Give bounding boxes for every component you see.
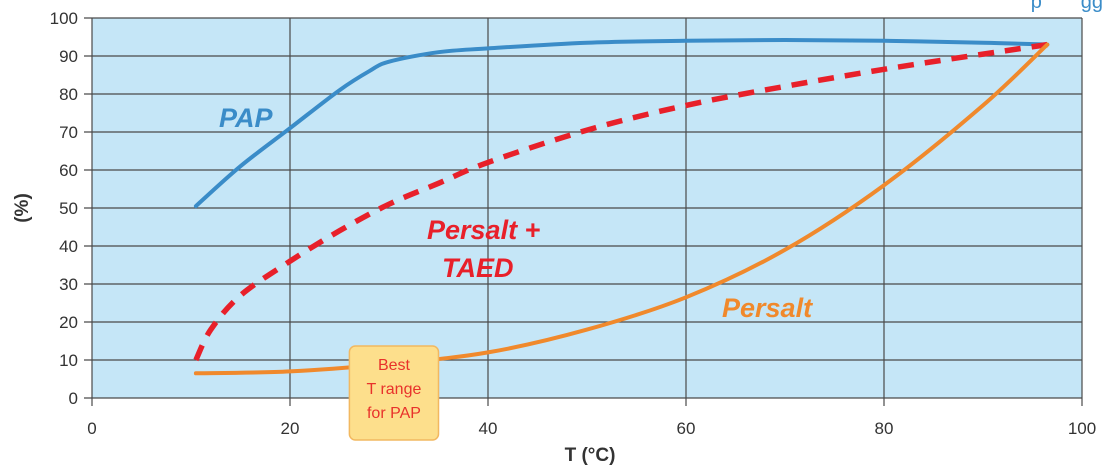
series-line-persalt-taed — [193, 41, 1048, 362]
x-tick-label: 60 — [677, 419, 696, 438]
y-tick-label: 10 — [59, 351, 78, 370]
x-axis-title: T (°C) — [565, 445, 616, 466]
y-tick-label: 100 — [50, 9, 78, 28]
y-axis-title: (%) — [12, 193, 33, 223]
corner-label: p gg — [1031, 0, 1103, 13]
x-tick-label: 80 — [875, 419, 894, 438]
series-label-pap: PAP — [219, 103, 274, 133]
grid-lines — [84, 17, 1083, 406]
x-tick-label: 0 — [87, 419, 96, 438]
note-text-line: for PAP — [367, 405, 421, 422]
note-text-line: Best — [378, 357, 411, 374]
x-tick-label: 100 — [1068, 419, 1096, 438]
x-axis-ticks: 0 20 40 60 80 100 — [87, 419, 1096, 438]
series-label-persalt: Persalt — [722, 293, 813, 323]
series-line-pap — [193, 38, 1050, 209]
y-tick-label: 90 — [59, 47, 78, 66]
series-label-persalt-taed-line1: Persalt + — [427, 215, 541, 245]
note-box — [348, 345, 440, 441]
y-tick-label: 30 — [59, 275, 78, 294]
y-axis-ticks: 0 10 20 30 40 50 60 70 80 90 100 — [50, 9, 78, 408]
x-tick-label: 20 — [281, 419, 300, 438]
note-text-line: T range — [367, 381, 422, 398]
y-tick-label: 50 — [59, 199, 78, 218]
x-tick-label: 40 — [479, 419, 498, 438]
y-tick-label: 40 — [59, 237, 78, 256]
y-tick-label: 70 — [59, 123, 78, 142]
series-label-persalt-taed-line2: TAED — [442, 253, 514, 283]
y-tick-label: 20 — [59, 313, 78, 332]
best-range-note: Best T range for PAP — [348, 345, 440, 441]
y-tick-label: 60 — [59, 161, 78, 180]
y-tick-label: 0 — [69, 389, 78, 408]
y-tick-label: 80 — [59, 85, 78, 104]
